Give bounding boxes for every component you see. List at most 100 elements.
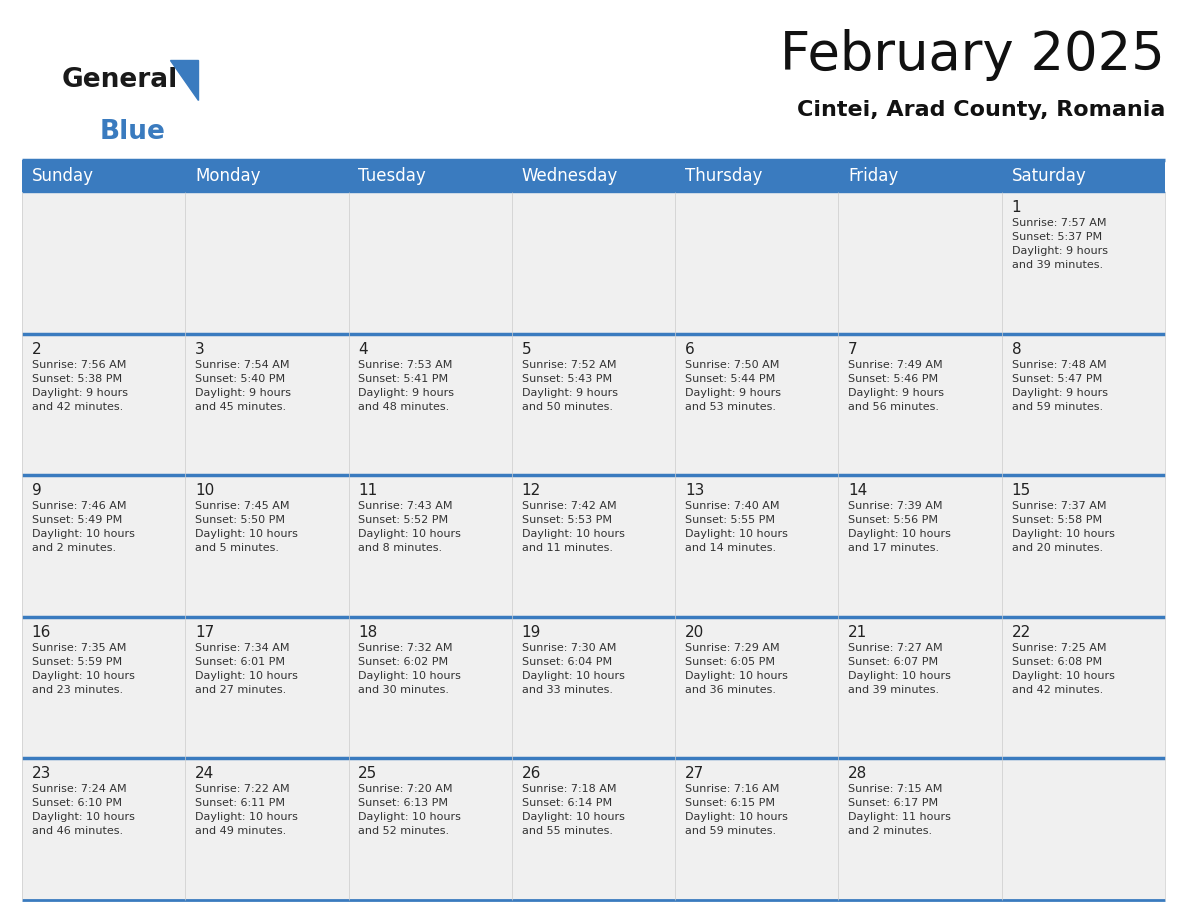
Text: 12: 12 bbox=[522, 483, 541, 498]
Bar bbox=[675, 617, 839, 758]
Bar bbox=[185, 758, 348, 900]
Text: Thursday: Thursday bbox=[685, 167, 763, 185]
Text: Sunrise: 7:50 AM
Sunset: 5:44 PM
Daylight: 9 hours
and 53 minutes.: Sunrise: 7:50 AM Sunset: 5:44 PM Dayligh… bbox=[685, 360, 781, 411]
Text: 11: 11 bbox=[359, 483, 378, 498]
Bar bbox=[23, 192, 185, 333]
Text: 5: 5 bbox=[522, 341, 531, 356]
Text: 24: 24 bbox=[195, 767, 214, 781]
Text: 2: 2 bbox=[32, 341, 42, 356]
Bar bbox=[23, 617, 185, 758]
Text: Sunrise: 7:46 AM
Sunset: 5:49 PM
Daylight: 10 hours
and 2 minutes.: Sunrise: 7:46 AM Sunset: 5:49 PM Dayligh… bbox=[32, 501, 134, 554]
Bar bbox=[348, 333, 512, 476]
Text: General: General bbox=[62, 67, 178, 93]
Bar bbox=[185, 192, 348, 333]
Text: 7: 7 bbox=[848, 341, 858, 356]
Text: Sunrise: 7:27 AM
Sunset: 6:07 PM
Daylight: 10 hours
and 39 minutes.: Sunrise: 7:27 AM Sunset: 6:07 PM Dayligh… bbox=[848, 643, 952, 695]
Text: Sunrise: 7:39 AM
Sunset: 5:56 PM
Daylight: 10 hours
and 17 minutes.: Sunrise: 7:39 AM Sunset: 5:56 PM Dayligh… bbox=[848, 501, 952, 554]
Text: 21: 21 bbox=[848, 625, 867, 640]
Text: Sunrise: 7:48 AM
Sunset: 5:47 PM
Daylight: 9 hours
and 59 minutes.: Sunrise: 7:48 AM Sunset: 5:47 PM Dayligh… bbox=[1011, 360, 1107, 411]
Text: 6: 6 bbox=[685, 341, 695, 356]
Text: Sunrise: 7:30 AM
Sunset: 6:04 PM
Daylight: 10 hours
and 33 minutes.: Sunrise: 7:30 AM Sunset: 6:04 PM Dayligh… bbox=[522, 643, 625, 695]
Text: Sunrise: 7:42 AM
Sunset: 5:53 PM
Daylight: 10 hours
and 11 minutes.: Sunrise: 7:42 AM Sunset: 5:53 PM Dayligh… bbox=[522, 501, 625, 554]
Bar bbox=[23, 476, 185, 617]
Bar bbox=[348, 192, 512, 333]
Bar bbox=[839, 192, 1001, 333]
Bar bbox=[1001, 333, 1165, 476]
Text: Wednesday: Wednesday bbox=[522, 167, 618, 185]
Text: 14: 14 bbox=[848, 483, 867, 498]
Text: Sunrise: 7:35 AM
Sunset: 5:59 PM
Daylight: 10 hours
and 23 minutes.: Sunrise: 7:35 AM Sunset: 5:59 PM Dayligh… bbox=[32, 643, 134, 695]
Bar bbox=[512, 192, 675, 333]
Text: Sunrise: 7:45 AM
Sunset: 5:50 PM
Daylight: 10 hours
and 5 minutes.: Sunrise: 7:45 AM Sunset: 5:50 PM Dayligh… bbox=[195, 501, 298, 554]
Text: Tuesday: Tuesday bbox=[359, 167, 426, 185]
Bar bbox=[348, 160, 512, 192]
Text: Sunrise: 7:40 AM
Sunset: 5:55 PM
Daylight: 10 hours
and 14 minutes.: Sunrise: 7:40 AM Sunset: 5:55 PM Dayligh… bbox=[685, 501, 788, 554]
Text: Sunday: Sunday bbox=[32, 167, 94, 185]
Bar bbox=[675, 758, 839, 900]
Text: 23: 23 bbox=[32, 767, 51, 781]
Text: 26: 26 bbox=[522, 767, 541, 781]
Bar bbox=[1001, 617, 1165, 758]
Text: Sunrise: 7:18 AM
Sunset: 6:14 PM
Daylight: 10 hours
and 55 minutes.: Sunrise: 7:18 AM Sunset: 6:14 PM Dayligh… bbox=[522, 784, 625, 836]
Text: Blue: Blue bbox=[100, 119, 166, 145]
Bar bbox=[512, 333, 675, 476]
Bar bbox=[1001, 476, 1165, 617]
Text: February 2025: February 2025 bbox=[781, 29, 1165, 81]
Bar bbox=[185, 160, 348, 192]
Bar bbox=[512, 160, 675, 192]
Bar bbox=[1001, 160, 1165, 192]
Bar bbox=[839, 476, 1001, 617]
Bar bbox=[185, 333, 348, 476]
Bar bbox=[1001, 192, 1165, 333]
Bar bbox=[185, 617, 348, 758]
Text: Sunrise: 7:20 AM
Sunset: 6:13 PM
Daylight: 10 hours
and 52 minutes.: Sunrise: 7:20 AM Sunset: 6:13 PM Dayligh… bbox=[359, 784, 461, 836]
Text: 13: 13 bbox=[685, 483, 704, 498]
Text: Sunrise: 7:53 AM
Sunset: 5:41 PM
Daylight: 9 hours
and 48 minutes.: Sunrise: 7:53 AM Sunset: 5:41 PM Dayligh… bbox=[359, 360, 454, 411]
Text: Sunrise: 7:43 AM
Sunset: 5:52 PM
Daylight: 10 hours
and 8 minutes.: Sunrise: 7:43 AM Sunset: 5:52 PM Dayligh… bbox=[359, 501, 461, 554]
Text: 19: 19 bbox=[522, 625, 541, 640]
Bar bbox=[675, 192, 839, 333]
Bar bbox=[23, 758, 185, 900]
Text: 27: 27 bbox=[685, 767, 704, 781]
Text: 10: 10 bbox=[195, 483, 214, 498]
Text: 3: 3 bbox=[195, 341, 204, 356]
Bar bbox=[23, 333, 185, 476]
Text: 1: 1 bbox=[1011, 200, 1022, 215]
Text: Sunrise: 7:24 AM
Sunset: 6:10 PM
Daylight: 10 hours
and 46 minutes.: Sunrise: 7:24 AM Sunset: 6:10 PM Dayligh… bbox=[32, 784, 134, 836]
Bar bbox=[675, 476, 839, 617]
Text: Sunrise: 7:56 AM
Sunset: 5:38 PM
Daylight: 9 hours
and 42 minutes.: Sunrise: 7:56 AM Sunset: 5:38 PM Dayligh… bbox=[32, 360, 128, 411]
Bar bbox=[839, 758, 1001, 900]
Bar bbox=[675, 160, 839, 192]
Text: 17: 17 bbox=[195, 625, 214, 640]
Text: Sunrise: 7:37 AM
Sunset: 5:58 PM
Daylight: 10 hours
and 20 minutes.: Sunrise: 7:37 AM Sunset: 5:58 PM Dayligh… bbox=[1011, 501, 1114, 554]
Bar bbox=[1001, 758, 1165, 900]
Text: 15: 15 bbox=[1011, 483, 1031, 498]
Bar bbox=[512, 617, 675, 758]
Bar bbox=[839, 160, 1001, 192]
Text: Sunrise: 7:32 AM
Sunset: 6:02 PM
Daylight: 10 hours
and 30 minutes.: Sunrise: 7:32 AM Sunset: 6:02 PM Dayligh… bbox=[359, 643, 461, 695]
Text: Sunrise: 7:15 AM
Sunset: 6:17 PM
Daylight: 11 hours
and 2 minutes.: Sunrise: 7:15 AM Sunset: 6:17 PM Dayligh… bbox=[848, 784, 952, 836]
Bar bbox=[185, 476, 348, 617]
Text: Sunrise: 7:34 AM
Sunset: 6:01 PM
Daylight: 10 hours
and 27 minutes.: Sunrise: 7:34 AM Sunset: 6:01 PM Dayligh… bbox=[195, 643, 298, 695]
Bar bbox=[512, 758, 675, 900]
Bar bbox=[839, 333, 1001, 476]
Bar bbox=[839, 617, 1001, 758]
Bar bbox=[512, 476, 675, 617]
Text: 18: 18 bbox=[359, 625, 378, 640]
Text: 28: 28 bbox=[848, 767, 867, 781]
Text: 20: 20 bbox=[685, 625, 704, 640]
Text: Sunrise: 7:49 AM
Sunset: 5:46 PM
Daylight: 9 hours
and 56 minutes.: Sunrise: 7:49 AM Sunset: 5:46 PM Dayligh… bbox=[848, 360, 944, 411]
Bar bbox=[348, 617, 512, 758]
Polygon shape bbox=[170, 60, 198, 100]
Text: Sunrise: 7:22 AM
Sunset: 6:11 PM
Daylight: 10 hours
and 49 minutes.: Sunrise: 7:22 AM Sunset: 6:11 PM Dayligh… bbox=[195, 784, 298, 836]
Text: Monday: Monday bbox=[195, 167, 260, 185]
Text: Saturday: Saturday bbox=[1011, 167, 1086, 185]
Bar bbox=[348, 476, 512, 617]
Text: Sunrise: 7:29 AM
Sunset: 6:05 PM
Daylight: 10 hours
and 36 minutes.: Sunrise: 7:29 AM Sunset: 6:05 PM Dayligh… bbox=[685, 643, 788, 695]
Text: 22: 22 bbox=[1011, 625, 1031, 640]
Text: Sunrise: 7:54 AM
Sunset: 5:40 PM
Daylight: 9 hours
and 45 minutes.: Sunrise: 7:54 AM Sunset: 5:40 PM Dayligh… bbox=[195, 360, 291, 411]
Text: Sunrise: 7:52 AM
Sunset: 5:43 PM
Daylight: 9 hours
and 50 minutes.: Sunrise: 7:52 AM Sunset: 5:43 PM Dayligh… bbox=[522, 360, 618, 411]
Bar bbox=[675, 333, 839, 476]
Text: Friday: Friday bbox=[848, 167, 898, 185]
Bar bbox=[348, 758, 512, 900]
